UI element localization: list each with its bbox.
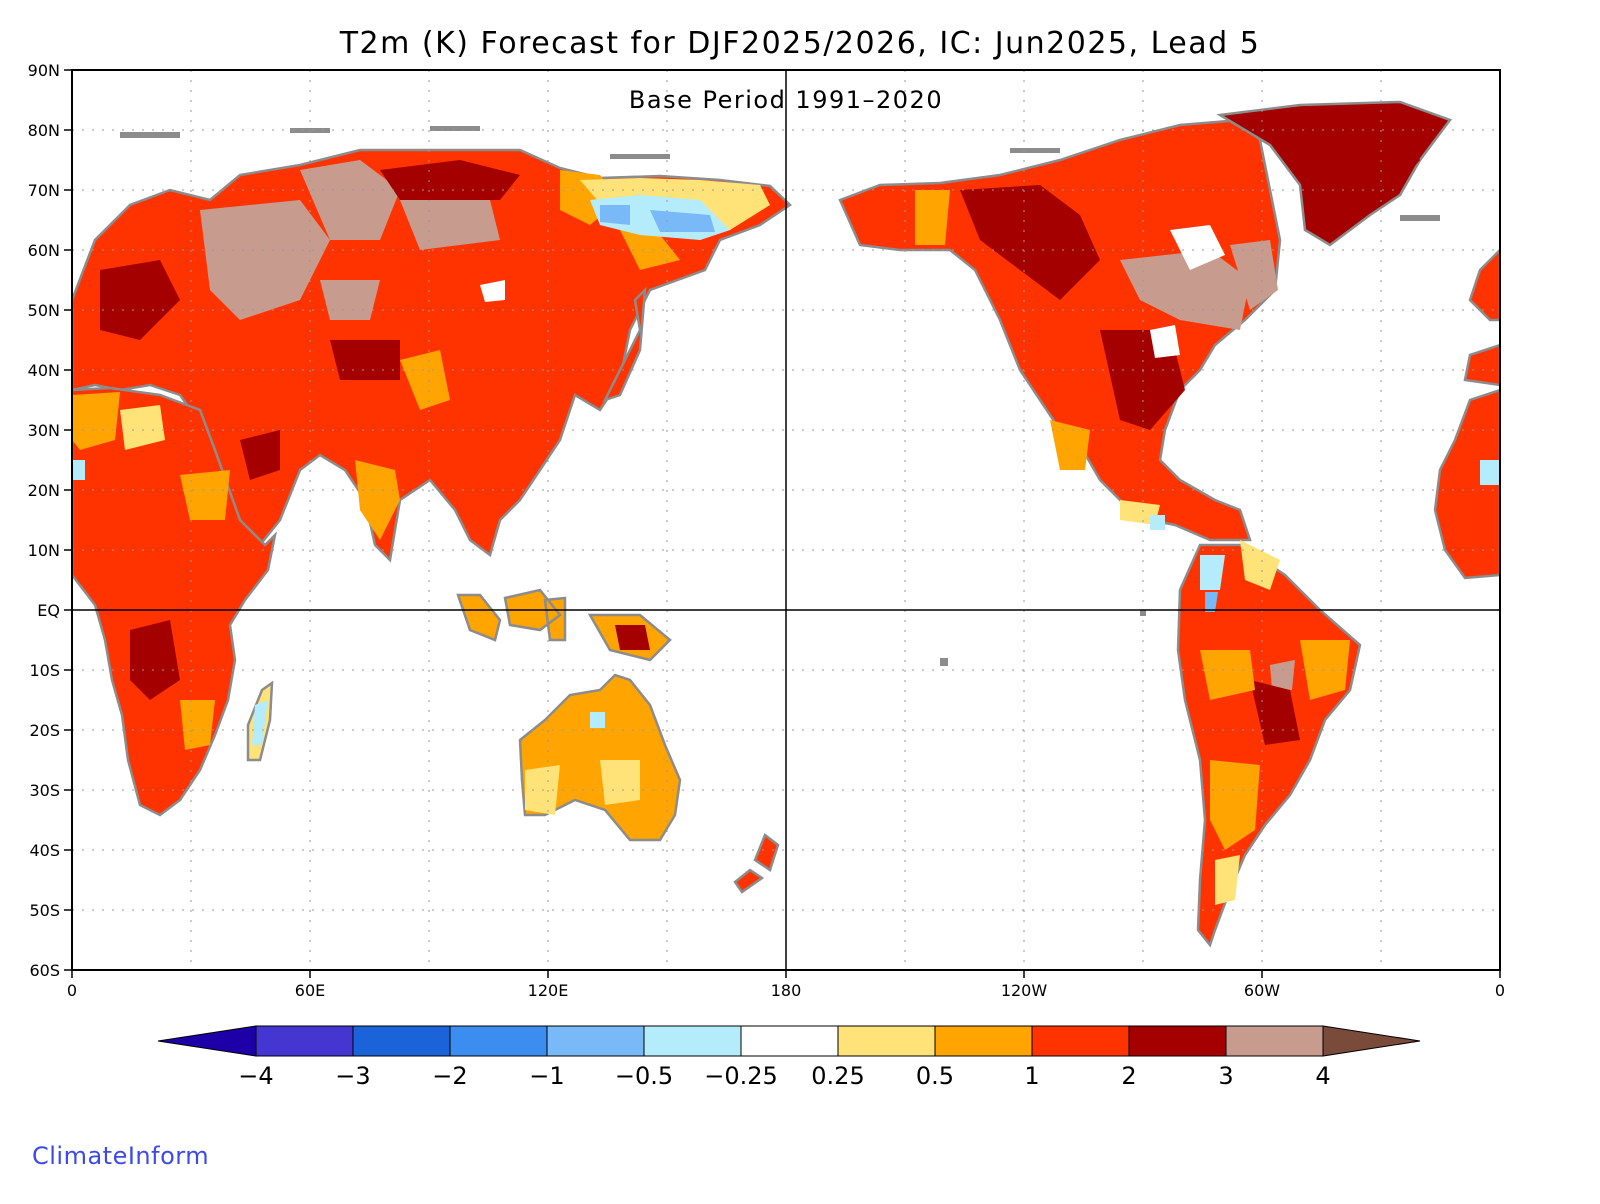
north-america-land [838,118,1282,542]
lon-label: 60E [295,981,325,1000]
lat-label: 20S [29,721,60,740]
colorbar-tick-label: 1 [1024,1062,1039,1090]
new-zealand-land [733,833,780,894]
lon-label: 60W [1244,981,1280,1000]
lat-label: 90N [28,61,60,80]
colorbar-tick-label: −0.25 [704,1062,778,1090]
lat-label: 80N [28,121,60,140]
lat-label: 60N [28,241,60,260]
anomaly-05-1-patches [72,170,1350,850]
colorbar-tick-label: 0.25 [811,1062,864,1090]
colorbar-tick-label: 0.5 [916,1062,954,1090]
colorbar-tick-labels: −4 −3 −2 −1 −0.5 −0.25 0.25 0.5 1 2 3 4 [238,1062,1330,1090]
colorbar-tick-label: 2 [1121,1062,1136,1090]
tick-marks [64,69,1501,978]
lat-label: 40N [28,361,60,380]
anomaly-3-4-patches [200,160,1295,690]
colorbar-tick-label: −4 [238,1062,273,1090]
lat-label: 40S [29,841,60,860]
colorbar-bin [740,1025,839,1057]
lat-label: 10N [28,541,60,560]
colorbar-bin [546,1025,645,1057]
colorbar-bin [352,1025,451,1057]
colorbar-tick-label: −1 [529,1062,564,1090]
anomaly-near-zero-patches [480,225,1225,358]
map-title: T2m (K) Forecast for DJF2025/2026, IC: J… [339,26,1261,61]
lat-label: 60S [29,961,60,980]
credit-label: ClimateInform [32,1142,210,1170]
colorbar-tick-label: 3 [1218,1062,1233,1090]
lat-label: 20N [28,481,60,500]
lon-label: 180 [771,981,802,1000]
lat-label: 10S [29,661,60,680]
colorbar-bin [1225,1025,1324,1057]
colorbar-tick-label: −3 [335,1062,370,1090]
colorbar-tick-label: −2 [432,1062,467,1090]
colorbar-bin [449,1025,548,1057]
colorbar-bin [934,1025,1033,1057]
west-africa-edge-land [1433,388,1500,580]
colorbar-bin [1128,1025,1227,1057]
colorbar-bin [837,1025,936,1057]
gridlines [72,70,1500,970]
colorbar-bin [1031,1025,1130,1057]
colorbar-tick-label: 4 [1315,1062,1330,1090]
base-period-label: Base Period 1991–2020 [629,86,943,114]
lat-label: 50N [28,301,60,320]
indonesia-land [456,588,672,662]
lat-label: 50S [29,901,60,920]
lat-label: 30S [29,781,60,800]
colorbar-bin [643,1025,742,1057]
japan-land [602,286,647,403]
colorbar-tick-label: −0.5 [615,1062,673,1090]
latitude-labels: 90N 80N 70N 60N 50N 40N 30N 20N 10N EQ 1… [28,61,60,980]
colorbar-bin [255,1025,354,1057]
lon-label: 0 [67,981,77,1000]
lon-label: 120W [1001,981,1048,1000]
colorbar-arrow-high [1322,1025,1421,1057]
anomaly-negative-patches [72,195,1500,745]
colorbar: −4 −3 −2 −1 −0.5 −0.25 0.25 0.5 1 2 3 4 [157,1025,1421,1090]
lat-label: 70N [28,181,60,200]
longitude-labels: 0 60E 120E 180 120W 60W 0 [67,981,1505,1000]
anomaly-2-3-patches [100,125,1420,745]
lon-label: 0 [1495,981,1505,1000]
colorbar-arrow-low [157,1025,257,1057]
lat-label: EQ [37,601,60,620]
west-europe-edge-land [1463,248,1500,387]
lon-label: 120E [528,981,569,1000]
lat-label: 30N [28,421,60,440]
